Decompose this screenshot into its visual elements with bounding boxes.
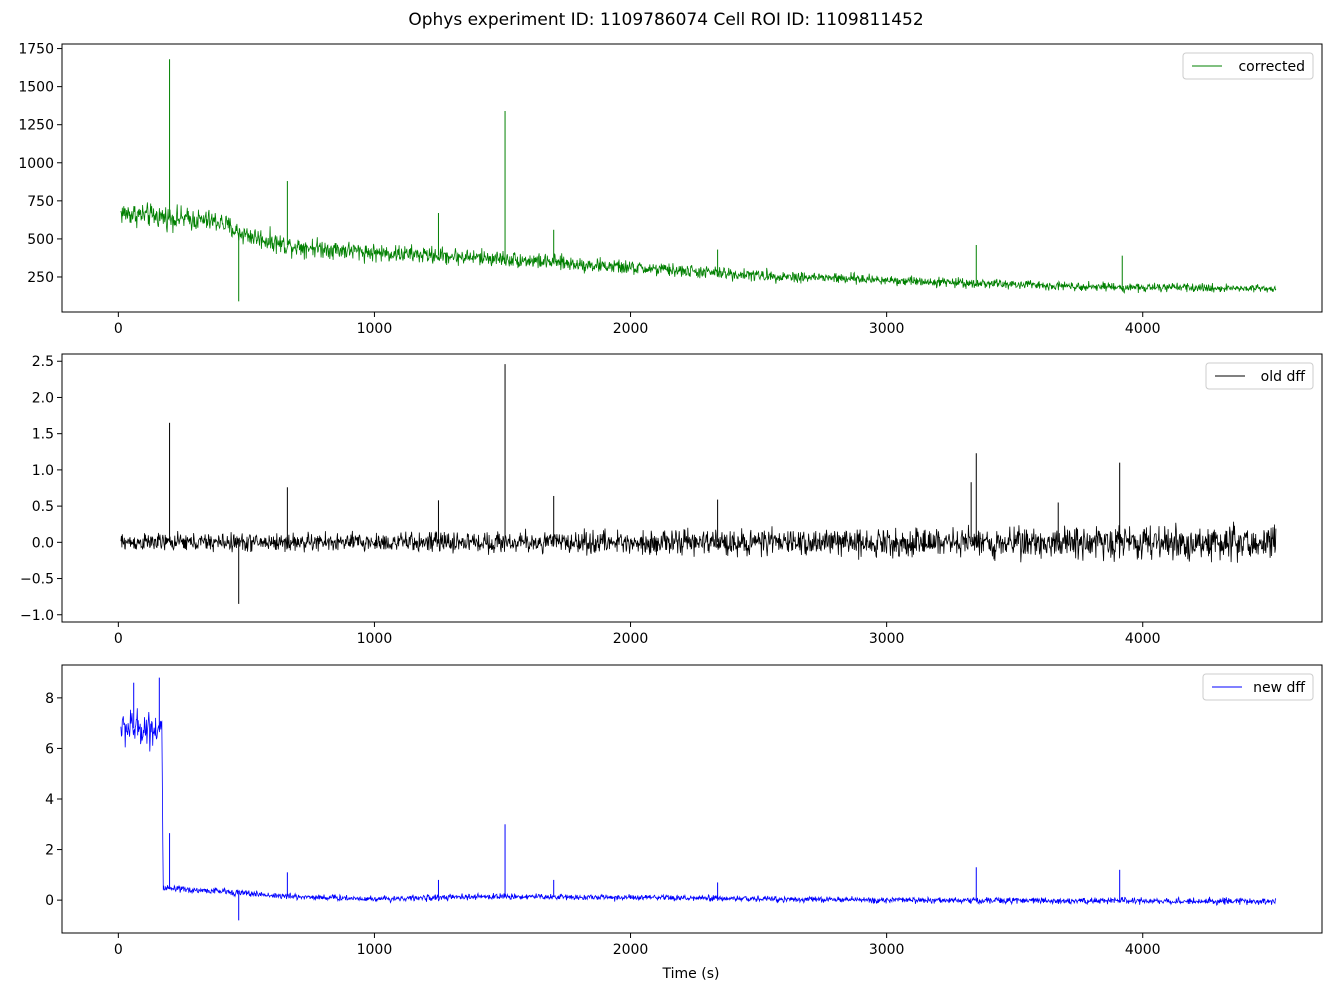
y-tick-label: 6 [45,741,54,757]
y-tick-label: 0.5 [32,499,54,515]
x-tick-label: 0 [114,631,123,647]
legend-box [1182,52,1314,80]
x-tick-label: 3000 [869,321,905,337]
legend: corrected [1182,52,1314,80]
y-tick-label: −1.0 [20,608,54,624]
y-tick-label: 1250 [18,118,54,134]
axes-frame [61,664,1323,934]
y-tick-label: 250 [27,270,54,286]
legend-box [1202,673,1314,701]
legend: new dff [1202,673,1314,701]
y-tick-label: 1.5 [32,427,54,443]
series-line-new-dff [120,708,1277,906]
legend: old dff [1205,362,1314,390]
x-tick-label: 0 [114,942,123,958]
axes-frame [61,43,1323,313]
y-tick-label: −0.5 [20,572,54,588]
y-tick-label: 8 [45,691,54,707]
legend-label: corrected [1238,59,1305,75]
x-tick-label: 4000 [1125,321,1161,337]
panels: 0 1000 2000 3000 400025050075010001250150017… [18,42,1323,958]
panel-2: 0 1000 2000 3000 4000 −1.0 −0.5 0.0 0.5 1.0 1.5 2.0… [20,353,1323,647]
axes-frame [61,353,1323,623]
x-tick-label: 3000 [869,942,905,958]
figure-title: Ophys experiment ID: 1109786074 Cell ROI… [408,10,923,30]
x-tick-label: 1000 [357,942,393,958]
legend-label: new dff [1253,680,1305,696]
x-tick-label: 2000 [613,942,649,958]
x-axis-label: Time (s) [662,966,720,982]
y-tick-label: 4 [45,792,54,808]
y-tick-label: 1750 [18,42,54,58]
legend-label: old dff [1261,369,1306,385]
y-tick-label: 1500 [18,80,54,96]
legend-box [1205,362,1314,390]
y-tick-label: 0 [45,893,54,909]
x-tick-label: 2000 [613,631,649,647]
y-tick-label: 2.0 [32,390,54,406]
x-tick-label: 0 [114,321,123,337]
panel-3: 0 1000 2000 3000 4000 0 2 4 6 8 new dff [45,664,1323,958]
y-tick-label: 1.0 [32,463,54,479]
y-tick-label: 2.5 [32,354,54,370]
series-line-old-dff [120,521,1277,563]
y-tick-label: 500 [27,232,54,248]
y-tick-label: 1000 [18,156,54,172]
y-tick-label: 0.0 [32,535,54,551]
y-tick-label: 2 [45,843,54,859]
panel-1: 0 1000 2000 3000 4000 250 500 750 1000 1250 1500 17… [18,42,1323,337]
series-line-corrected [120,202,1277,294]
x-tick-label: 4000 [1125,631,1161,647]
x-tick-label: 4000 [1125,942,1161,958]
x-tick-label: 3000 [869,631,905,647]
x-tick-label: 1000 [357,631,393,647]
x-tick-label: 1000 [357,321,393,337]
y-tick-label: 750 [27,194,54,210]
x-tick-label: 2000 [613,321,649,337]
